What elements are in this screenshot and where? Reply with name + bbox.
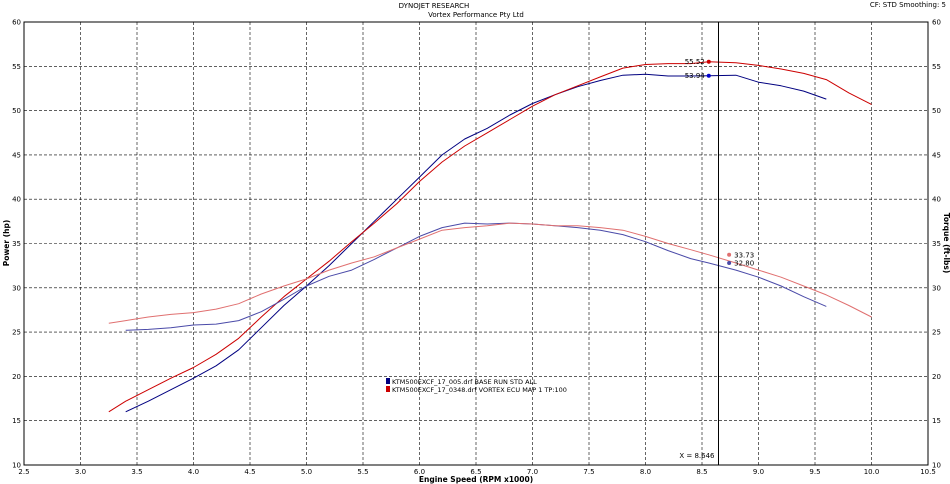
x-axis-title: Engine Speed (RPM x1000)	[419, 475, 533, 484]
x-tick-label: 10.0	[864, 468, 880, 476]
y-tick-label-left: 50	[12, 107, 21, 115]
y-tick-label-left: 45	[12, 151, 21, 159]
y-tick-label-right: 45	[932, 151, 941, 159]
y-axis-title-right: Torque (ft-lbs)	[942, 213, 950, 274]
y-tick-label-left: 10	[12, 462, 21, 470]
y-tick-label-right: 55	[932, 63, 941, 71]
x-tick-label: 6.5	[470, 468, 481, 476]
legend-swatch-vortex	[386, 386, 390, 392]
cursor-point-marker	[727, 252, 732, 257]
legend: KTM500EXCF_17_005.drf BASE RUN STD ALL K…	[386, 378, 567, 394]
y-tick-label-left: 30	[12, 284, 21, 292]
legend-entry-vortex: KTM500EXCF_17_0348.drf VORTEX ECU MAP 1 …	[392, 386, 567, 394]
x-tick-label: 9.0	[753, 468, 764, 476]
grid	[24, 22, 928, 465]
series-line-torque-2	[125, 222, 827, 331]
y-tick-label-left: 15	[12, 417, 21, 425]
series-line-power-0	[125, 73, 827, 413]
x-tick-label: 7.5	[583, 468, 594, 476]
series-line-torque-3	[108, 222, 872, 324]
y-tick-label-left: 35	[12, 240, 21, 248]
x-tick-label: 5.0	[301, 468, 312, 476]
cursor-value-label: 32.80	[734, 259, 754, 267]
y-tick-label-right: 35	[932, 240, 941, 248]
x-tick-label: 4.0	[188, 468, 199, 476]
y-tick-label-right: 50	[932, 107, 941, 115]
y-tick-label-left: 20	[12, 373, 21, 381]
y-tick-label-left: 60	[12, 19, 21, 27]
cursor-point-marker	[727, 260, 732, 265]
cursor-value-label: 33.73	[734, 251, 754, 259]
header-title: DYNOJET RESEARCH	[399, 2, 470, 10]
cursor-point-marker	[706, 59, 711, 64]
cursor-readout: X = 8.646	[679, 452, 715, 460]
x-tick-label: 3.0	[75, 468, 86, 476]
header-subtitle: Vortex Performance Pty Ltd	[428, 11, 524, 19]
y-tick-label-right: 15	[932, 417, 941, 425]
y-tick-label-right: 25	[932, 329, 941, 337]
x-tick-label: 8.5	[696, 468, 707, 476]
cursor-value-label: 53.94	[685, 72, 706, 80]
x-tick-label: 6.0	[414, 468, 425, 476]
x-tick-label: 8.0	[640, 468, 651, 476]
x-tick-label: 2.5	[18, 468, 29, 476]
header-corner: CF: STD Smoothing: 5	[870, 1, 946, 9]
x-tick-label: 4.5	[244, 468, 255, 476]
x-tick-label: 7.0	[527, 468, 538, 476]
tick-labels: 2.5 3.0 3.5 4.0 4.5 5.0 5.5 6.0 6.5 7.0 7.5 8.0 8.5 9…	[12, 19, 941, 477]
legend-entry-base: KTM500EXCF_17_005.drf BASE RUN STD ALL	[392, 378, 537, 386]
y-tick-label-right: 10	[932, 462, 941, 470]
y-tick-label-left: 25	[12, 329, 21, 337]
y-tick-label-left: 40	[12, 196, 21, 204]
y-tick-label-left: 55	[12, 63, 21, 71]
y-tick-label-right: 60	[932, 19, 941, 27]
y-tick-label-right: 20	[932, 373, 941, 381]
x-tick-label: 3.5	[131, 468, 142, 476]
cursor-point-marker	[706, 73, 711, 78]
cursor-value-label: 55.52	[685, 58, 705, 66]
y-tick-label-right: 40	[932, 196, 941, 204]
series-group	[108, 61, 872, 413]
x-tick-label: 5.5	[357, 468, 368, 476]
series-line-power-1	[108, 61, 872, 413]
legend-swatch-base	[386, 378, 390, 384]
y-tick-label-right: 30	[932, 284, 941, 292]
y-axis-title-left: Power (hp)	[2, 220, 11, 267]
x-tick-label: 9.5	[809, 468, 820, 476]
x-tick-label: 10.5	[920, 468, 936, 476]
